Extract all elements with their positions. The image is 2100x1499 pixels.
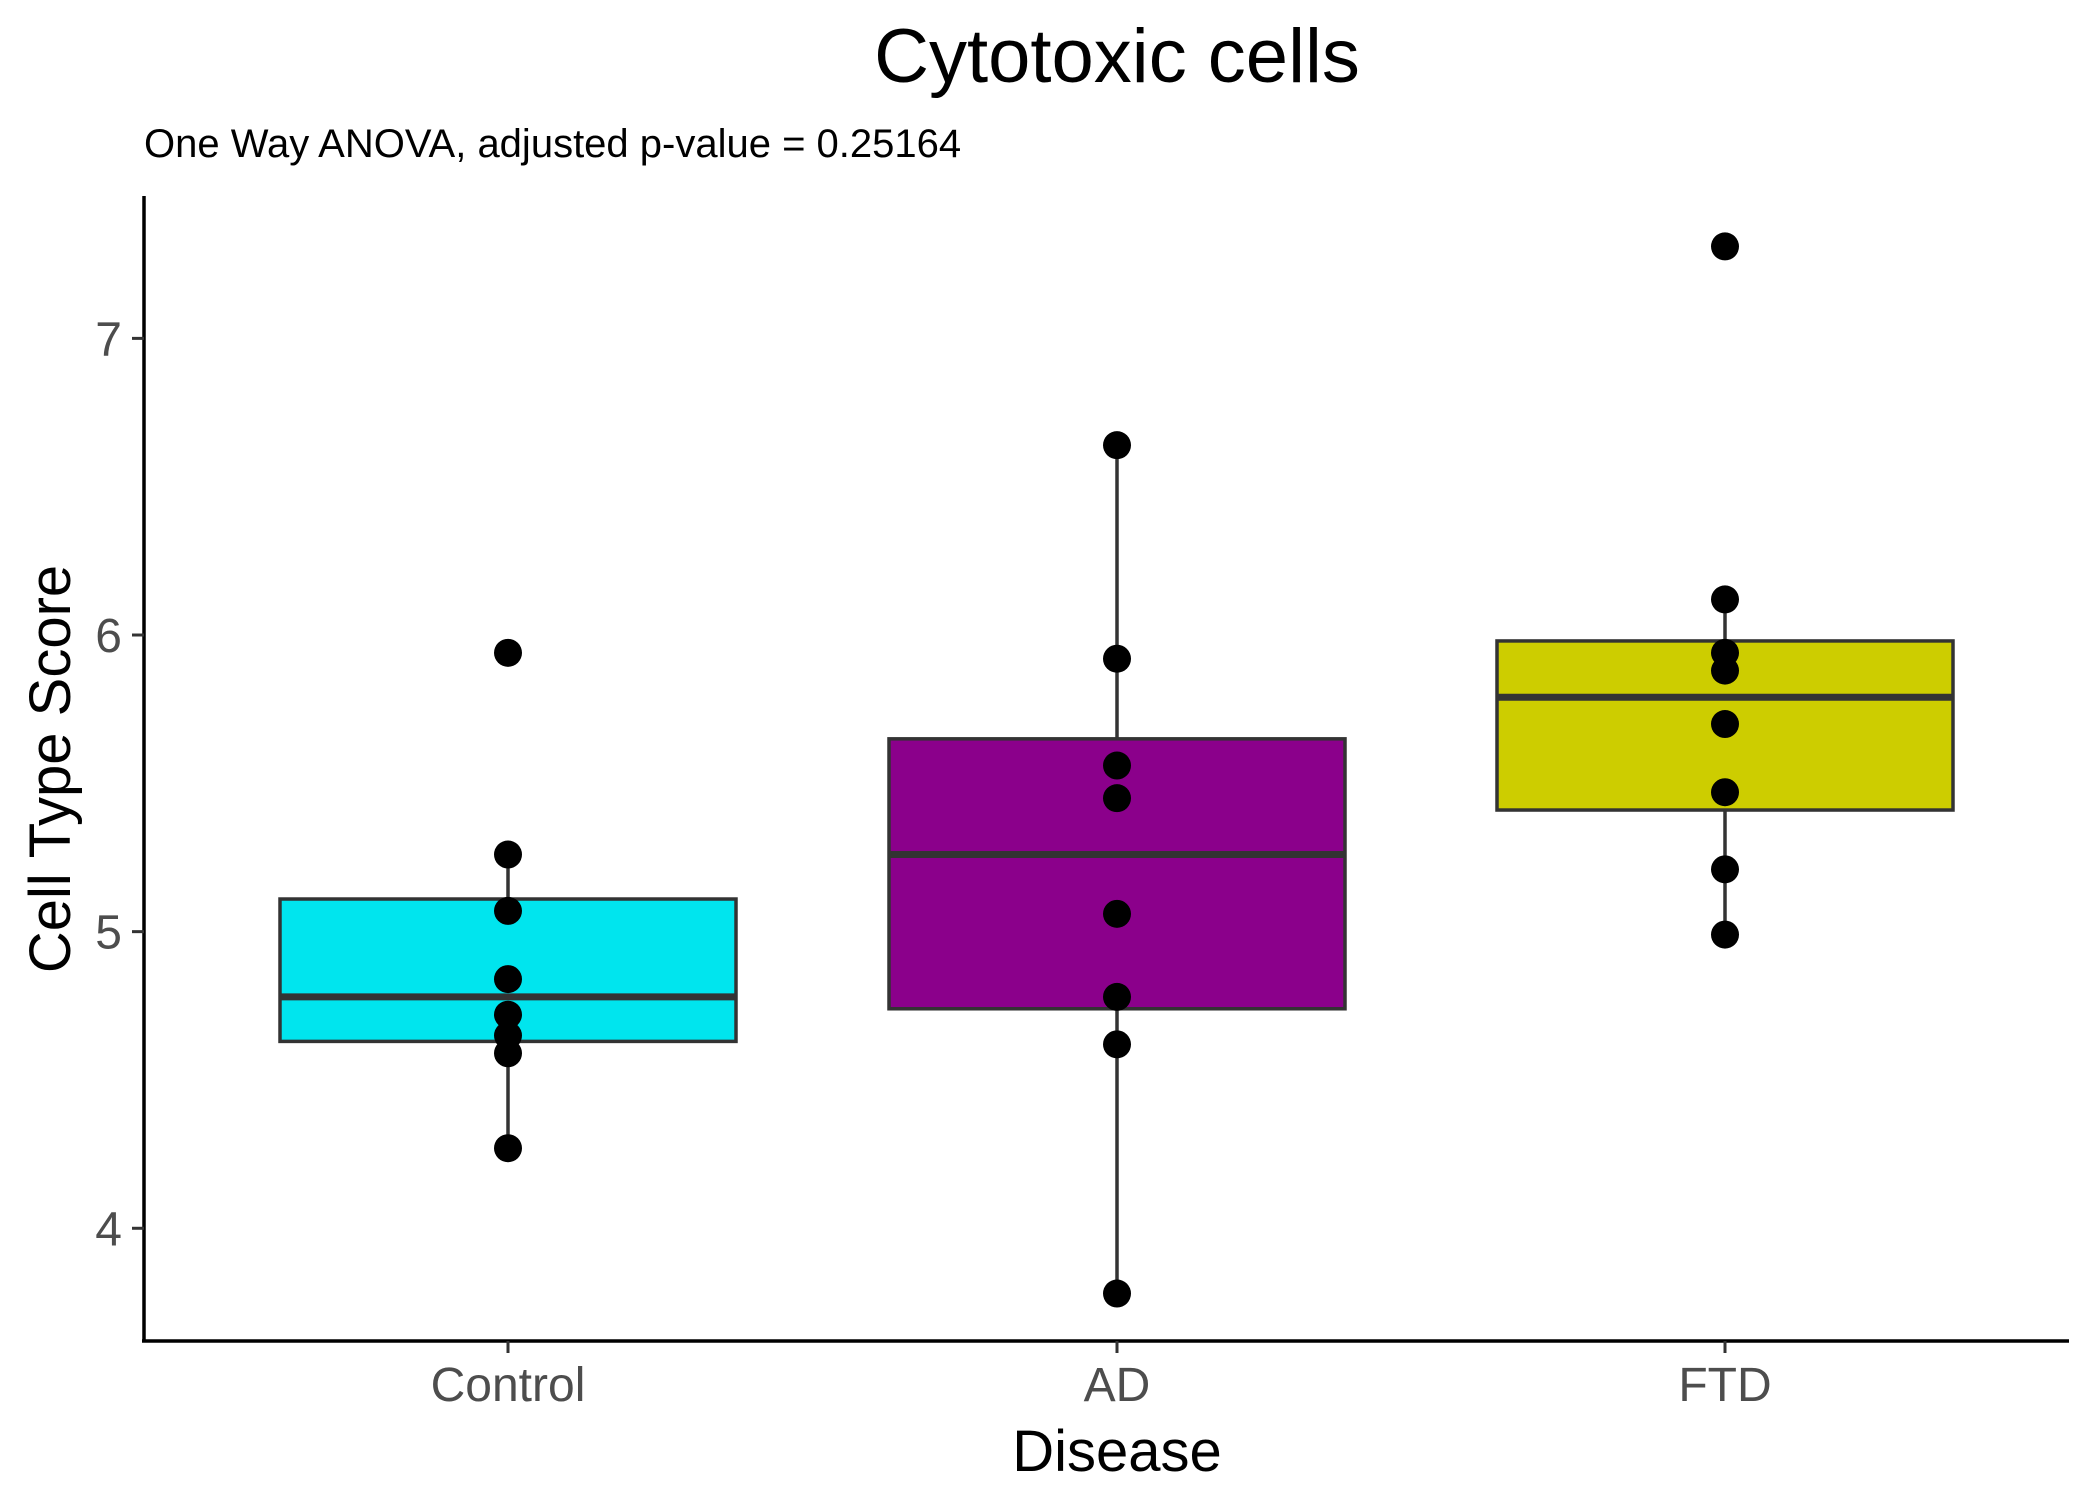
data-point xyxy=(1103,784,1131,813)
y-tick-label: 4 xyxy=(95,1203,122,1256)
data-point xyxy=(1711,855,1739,884)
x-tick-label: FTD xyxy=(1678,1359,1771,1412)
data-point xyxy=(1711,232,1739,261)
data-point xyxy=(1103,899,1131,928)
y-axis-ticks: 4 5 6 7 xyxy=(95,313,144,1256)
data-point xyxy=(1103,644,1131,673)
data-point xyxy=(1103,982,1131,1011)
data-point xyxy=(1103,431,1131,460)
chart-title: Cytotoxic cells xyxy=(874,14,1360,99)
box-group-control xyxy=(278,638,738,1163)
data-point xyxy=(494,1000,522,1029)
y-tick-label: 5 xyxy=(95,907,122,960)
x-tick-label: Control xyxy=(431,1359,586,1412)
y-tick-label: 7 xyxy=(95,313,122,366)
data-point xyxy=(494,840,522,869)
x-axis-title: Disease xyxy=(1012,1419,1222,1484)
data-point xyxy=(494,1039,522,1068)
y-axis-title: Cell Type Score xyxy=(18,565,83,973)
data-point xyxy=(1103,751,1131,780)
plot-area xyxy=(278,232,1955,1308)
data-point xyxy=(1103,1279,1131,1308)
data-point xyxy=(494,638,522,667)
data-point xyxy=(494,896,522,925)
chart-subtitle: One Way ANOVA, adjusted p-value = 0.2516… xyxy=(144,122,961,166)
data-point xyxy=(1711,778,1739,807)
data-point xyxy=(1711,656,1739,685)
data-point xyxy=(1711,920,1739,949)
box-group-ftd xyxy=(1495,232,1955,949)
box-group-ad xyxy=(887,431,1347,1308)
data-point xyxy=(1103,1030,1131,1059)
data-point xyxy=(1711,710,1739,739)
iqr-box xyxy=(887,737,1347,1011)
x-axis-ticks: Control AD FTD xyxy=(431,1341,1772,1412)
x-tick-label: AD xyxy=(1084,1359,1151,1412)
y-tick-label: 6 xyxy=(95,610,122,663)
data-point xyxy=(494,1134,522,1163)
data-point xyxy=(494,965,522,994)
data-point xyxy=(1711,585,1739,614)
